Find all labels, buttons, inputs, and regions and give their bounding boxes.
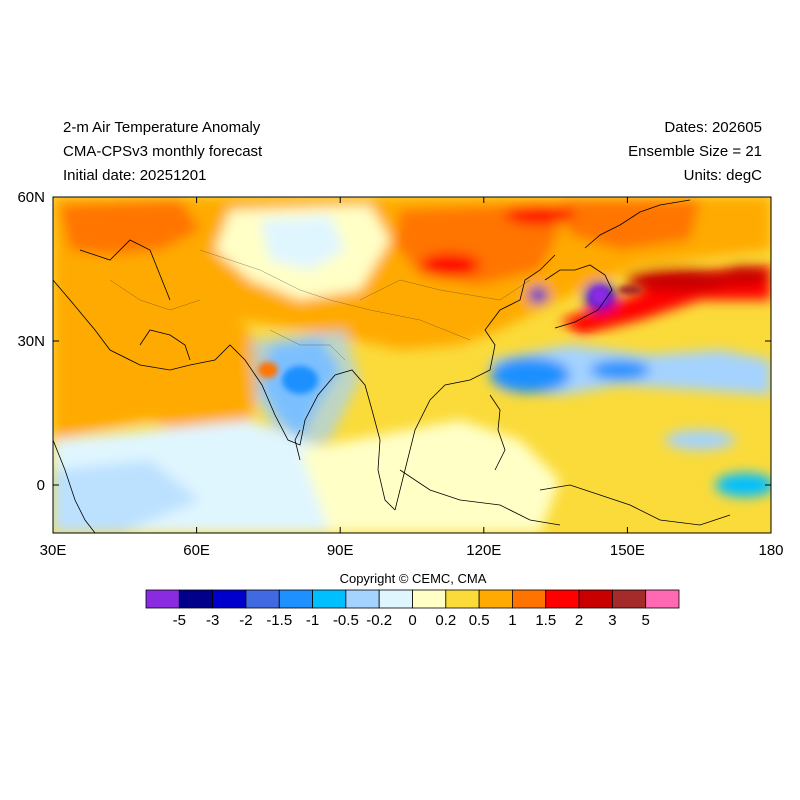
colorbar-swatch — [412, 589, 447, 609]
colorbar-label: 2 — [575, 612, 583, 629]
x-tick-label: 180 — [758, 542, 783, 559]
map-title: 2-m Air Temperature Anomaly — [63, 119, 261, 136]
units: Units: degC — [683, 167, 762, 184]
y-tick-label: 60N — [17, 189, 45, 206]
title-block: 2-m Air Temperature Anomaly CMA-CPSv3 mo… — [63, 116, 262, 188]
x-tick-label: 120E — [466, 542, 501, 559]
colorbar-swatch — [645, 589, 680, 609]
x-tick-label: 30E — [40, 542, 67, 559]
colorbar-label: 1 — [508, 612, 516, 629]
y-tick-label: 30N — [17, 333, 45, 350]
colorbar-swatch — [345, 589, 380, 609]
copyright-note: Copyright © CEMC, CMA — [339, 571, 487, 586]
colorbar-label: -1.5 — [266, 612, 292, 629]
colorbar-label: 0.5 — [469, 612, 490, 629]
colorbar-swatch — [611, 589, 647, 609]
colorbar-label: -2 — [239, 612, 252, 629]
x-tick-label: 150E — [610, 542, 645, 559]
colorbar-label: 1.5 — [535, 612, 556, 629]
colorbar-swatch — [378, 589, 413, 609]
colorbar-label: -5 — [173, 612, 186, 629]
colorbar-label: 3 — [608, 612, 616, 629]
y-tick-label: 0 — [37, 477, 45, 494]
x-tick-label: 90E — [327, 542, 354, 559]
colorbar-label: 0 — [408, 612, 416, 629]
model-name: CMA-CPSv3 monthly forecast — [63, 143, 263, 160]
colorbar-swatch — [245, 589, 280, 609]
colorbar-swatch — [212, 589, 247, 609]
colorbar-label: -0.2 — [366, 612, 392, 629]
colorbar-label: -1 — [306, 612, 319, 629]
colorbar-label: 5 — [642, 612, 650, 629]
colorbar-swatch — [578, 589, 613, 609]
info-block: Dates: 202605 Ensemble Size = 21 Units: … — [628, 116, 762, 188]
colorbar-swatch — [312, 589, 347, 609]
map-frame — [52, 196, 772, 534]
axis-ticks: 30E 60E 90E 120E 150E 180 60N 30N 0 — [17, 189, 783, 559]
forecast-dates: Dates: 202605 — [664, 119, 762, 136]
initial-date: Initial date: 20251201 — [63, 167, 207, 184]
coastlines — [53, 199, 731, 533]
ensemble-size: Ensemble Size = 21 — [628, 143, 762, 160]
colorbar-swatch — [445, 589, 480, 609]
colorbar: -5 -3 -2 -1.5 -1 -0.5 -0.2 0 0.2 0.5 1 1.5 2 3 5 — [145, 589, 680, 629]
colorbar-label: -3 — [206, 612, 219, 629]
colorbar-swatch — [145, 589, 180, 609]
colorbar-swatch — [545, 589, 580, 609]
country-borders — [109, 249, 531, 361]
x-tick-label: 60E — [183, 542, 210, 559]
colorbar-label: 0.2 — [435, 612, 456, 629]
colorbar-swatch — [478, 589, 513, 609]
colorbar-label: -0.5 — [333, 612, 359, 629]
colorbar-swatch — [278, 589, 313, 609]
anomaly-field — [53, 197, 771, 533]
colorbar-swatch — [512, 589, 547, 609]
colorbar-swatch — [178, 589, 214, 609]
